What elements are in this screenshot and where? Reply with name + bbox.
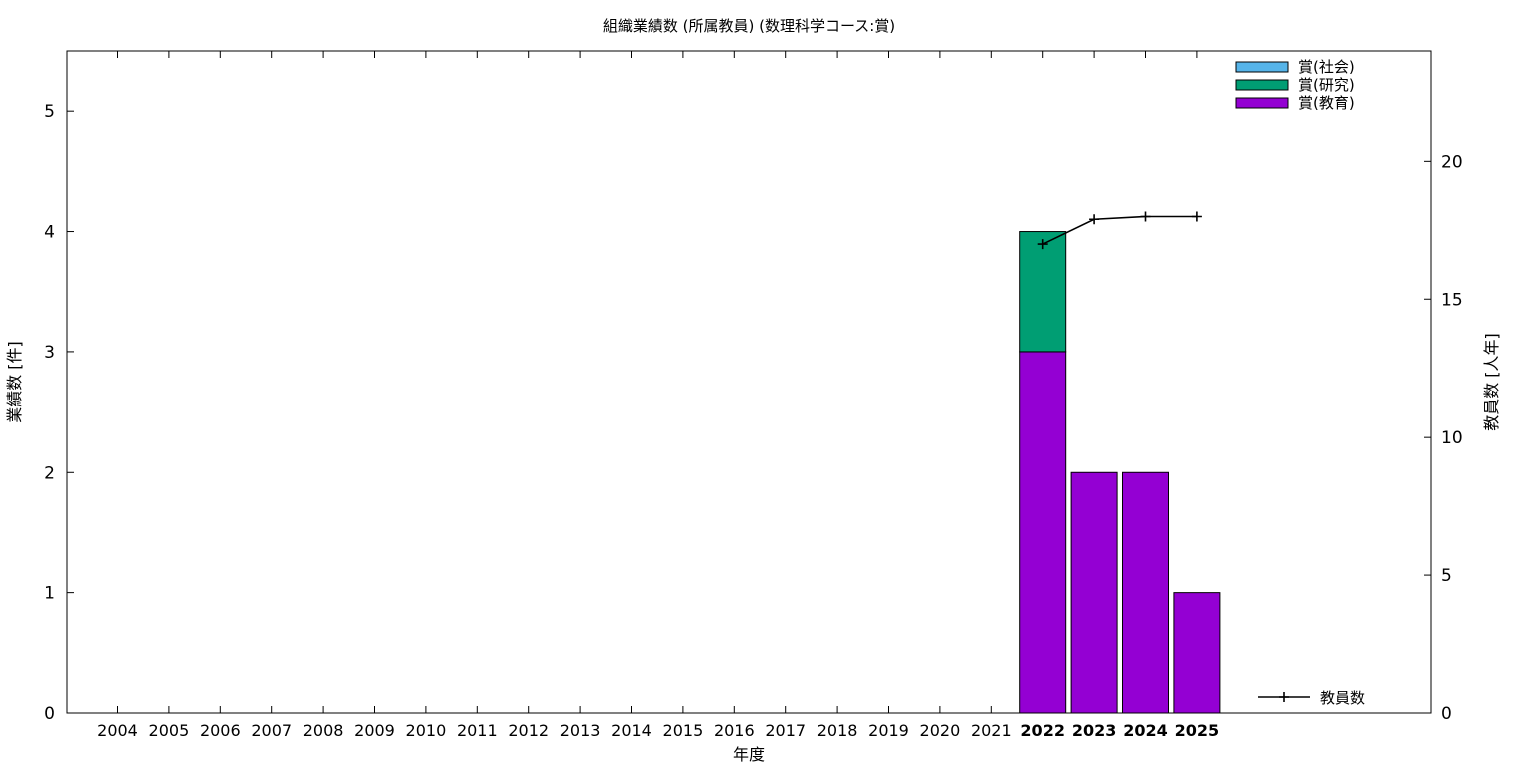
- y-tick-label: 5: [44, 102, 55, 122]
- x-tick-label: 2008: [303, 721, 344, 740]
- legend-swatch: [1235, 61, 1289, 73]
- chart-title: 組織業績数 (所属教員) (数理科学コース:賞): [603, 17, 895, 35]
- x-tick-label: 2015: [663, 721, 704, 740]
- bars: [1019, 231, 1221, 714]
- y-tick-label: 4: [44, 223, 55, 243]
- y-tick-label: 1: [44, 584, 55, 604]
- x-tick-label: 2011: [457, 721, 498, 740]
- x-tick-label: 2022: [1020, 721, 1065, 740]
- x-tick-label: 2010: [406, 721, 447, 740]
- y2-tick-label: 15: [1441, 290, 1463, 310]
- x-tick-label: 2019: [868, 721, 909, 740]
- bar: [1070, 471, 1118, 714]
- bar: [1019, 351, 1067, 714]
- line-path: [1042, 215, 1197, 245]
- legend-swatch: [1235, 79, 1289, 91]
- bar: [1019, 231, 1067, 353]
- axis-ticks: [67, 51, 1431, 714]
- y-tick-label: 3: [44, 343, 55, 363]
- x-tick-label: 2021: [971, 721, 1012, 740]
- x-tick-label: 2006: [200, 721, 241, 740]
- x-axis-label: 年度: [733, 745, 765, 764]
- y-axis-tick-labels: 0 1 2 3 4 5: [44, 102, 55, 724]
- x-tick-label: 2004: [97, 721, 138, 740]
- y2-axis-label: 教員数 [人年]: [1482, 333, 1501, 431]
- legend-label: 賞(研究): [1298, 76, 1355, 94]
- legend-swatch: [1235, 97, 1289, 109]
- line-legend: 教員数: [1258, 689, 1365, 707]
- y2-tick-label: 0: [1441, 704, 1452, 724]
- x-tick-label: 2005: [149, 721, 190, 740]
- x-axis-tick-labels: 2004 2005 2006 2007 2008 2009 2010 2011 2012 2013…: [97, 721, 1219, 740]
- x-tick-label: 2016: [714, 721, 755, 740]
- y2-tick-label: 20: [1441, 152, 1463, 172]
- y2-tick-label: 5: [1441, 566, 1452, 586]
- x-tick-label: 2012: [508, 721, 549, 740]
- legend-label: 賞(教育): [1298, 94, 1355, 112]
- y2-axis-tick-labels: 0 5 10 15 20: [1441, 152, 1463, 724]
- line-point: [1191, 211, 1202, 222]
- line-point: [1037, 239, 1048, 250]
- line-legend-marker: [1279, 692, 1289, 702]
- line-legend-label: 教員数: [1320, 689, 1365, 707]
- x-tick-label: 2020: [920, 721, 961, 740]
- x-tick-label: 2023: [1072, 721, 1117, 740]
- x-tick-label: 2024: [1123, 721, 1168, 740]
- x-tick-label: 2017: [765, 721, 806, 740]
- line-point: [1140, 211, 1151, 222]
- legend-label: 賞(社会): [1298, 58, 1355, 76]
- plot-frame: [66, 50, 1432, 714]
- bar: [1122, 471, 1169, 714]
- x-tick-label: 2013: [560, 721, 601, 740]
- line-point: [1089, 214, 1100, 225]
- x-tick-label: 2018: [817, 721, 858, 740]
- y-axis-label: 業績数 [件]: [5, 341, 24, 423]
- x-tick-label: 2014: [611, 721, 652, 740]
- y2-tick-label: 10: [1441, 428, 1463, 448]
- teacher-count-line: [1037, 211, 1202, 250]
- y-tick-label: 2: [44, 463, 55, 483]
- y-tick-label: 0: [44, 704, 55, 724]
- x-tick-label: 2009: [354, 721, 395, 740]
- bar: [1173, 592, 1221, 714]
- legend: 賞(社会)賞(研究)賞(教育): [1235, 58, 1355, 112]
- x-tick-label: 2007: [251, 721, 292, 740]
- x-tick-label: 2025: [1175, 721, 1220, 740]
